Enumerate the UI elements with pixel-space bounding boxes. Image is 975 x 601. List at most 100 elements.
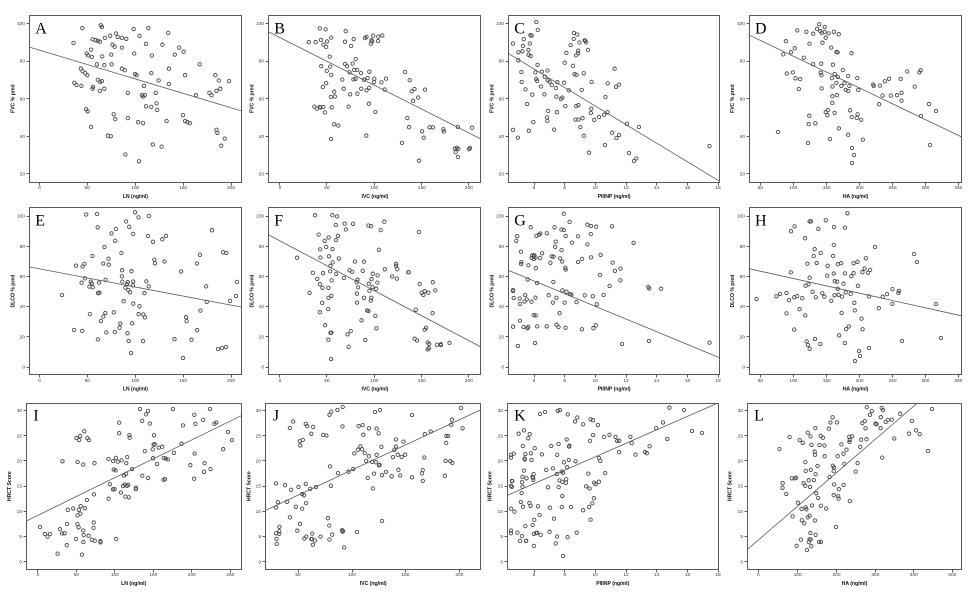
svg-text:PIIINP (ng/ml): PIIINP (ng/ml) — [598, 387, 631, 393]
svg-text:20: 20 — [498, 459, 504, 465]
svg-text:B: B — [274, 20, 285, 37]
svg-text:15: 15 — [498, 484, 504, 490]
svg-text:LN (ng/ml): LN (ng/ml) — [123, 387, 148, 393]
svg-text:100: 100 — [348, 572, 356, 578]
svg-text:100: 100 — [131, 185, 139, 191]
svg-text:FVC % pred: FVC % pred — [249, 84, 255, 113]
svg-text:FVC % pred: FVC % pred — [489, 84, 495, 113]
svg-text:20: 20 — [256, 459, 262, 465]
svg-text:HA (ng/ml): HA (ng/ml) — [842, 581, 868, 587]
svg-text:200: 200 — [465, 378, 473, 384]
svg-text:LN (ng/ml): LN (ng/ml) — [121, 581, 146, 587]
svg-text:HA (ng/ml): HA (ng/ml) — [843, 194, 869, 200]
svg-text:FVC % pred: FVC % pred — [730, 84, 736, 113]
svg-text:150: 150 — [418, 378, 426, 384]
svg-text:18: 18 — [715, 185, 721, 191]
svg-text:E: E — [35, 212, 45, 229]
svg-text:50: 50 — [74, 572, 80, 578]
svg-text:40: 40 — [740, 304, 746, 310]
svg-text:60: 60 — [740, 96, 746, 102]
svg-text:16: 16 — [685, 378, 691, 384]
svg-text:0: 0 — [501, 365, 504, 371]
svg-text:HRCT Score: HRCT Score — [728, 471, 734, 501]
svg-text:0: 0 — [757, 572, 760, 578]
svg-text:16: 16 — [685, 185, 691, 191]
svg-text:40: 40 — [499, 134, 505, 140]
svg-text:18: 18 — [715, 378, 721, 384]
svg-text:14: 14 — [654, 378, 660, 384]
svg-text:150: 150 — [401, 572, 409, 578]
svg-text:250: 250 — [888, 378, 896, 384]
svg-text:10: 10 — [17, 509, 23, 515]
svg-text:5: 5 — [19, 534, 22, 540]
svg-text:DLCO % pred: DLCO % pred — [489, 275, 495, 308]
svg-text:J: J — [273, 407, 279, 424]
svg-text:100: 100 — [794, 572, 802, 578]
svg-text:F: F — [274, 212, 283, 229]
svg-text:L: L — [754, 407, 764, 424]
svg-text:60: 60 — [499, 274, 505, 280]
svg-text:50: 50 — [85, 185, 91, 191]
svg-text:K: K — [514, 407, 526, 424]
svg-text:20: 20 — [20, 171, 26, 177]
svg-text:40: 40 — [259, 304, 265, 310]
svg-text:80: 80 — [259, 244, 265, 250]
svg-text:0: 0 — [742, 365, 745, 371]
svg-text:100: 100 — [737, 214, 745, 220]
svg-text:A: A — [35, 20, 47, 37]
svg-text:DLCO % pred: DLCO % pred — [249, 275, 255, 308]
svg-text:60: 60 — [259, 96, 265, 102]
svg-text:I: I — [33, 407, 38, 424]
svg-text:100: 100 — [17, 214, 25, 220]
svg-text:20: 20 — [259, 171, 265, 177]
svg-text:25: 25 — [256, 433, 262, 439]
svg-text:150: 150 — [823, 185, 831, 191]
svg-text:HRCT Score: HRCT Score — [488, 471, 494, 501]
svg-text:80: 80 — [499, 59, 505, 65]
svg-text:30: 30 — [498, 408, 504, 414]
svg-text:40: 40 — [20, 134, 26, 140]
svg-text:100: 100 — [496, 214, 504, 220]
svg-text:0: 0 — [261, 365, 264, 371]
svg-text:100: 100 — [256, 214, 264, 220]
svg-text:20: 20 — [738, 459, 744, 465]
svg-text:200: 200 — [465, 185, 473, 191]
svg-text:20: 20 — [259, 334, 265, 340]
svg-text:G: G — [514, 212, 526, 229]
svg-text:20: 20 — [499, 334, 505, 340]
svg-text:IVC (ng/ml): IVC (ng/ml) — [361, 387, 388, 393]
svg-text:C: C — [514, 20, 525, 37]
svg-text:0: 0 — [500, 559, 503, 565]
svg-text:50: 50 — [324, 185, 330, 191]
svg-text:DLCO % pred: DLCO % pred — [730, 275, 736, 308]
svg-text:10: 10 — [256, 509, 262, 515]
svg-text:80: 80 — [259, 59, 265, 65]
svg-text:100: 100 — [789, 185, 797, 191]
svg-text:100: 100 — [496, 21, 504, 27]
svg-text:80: 80 — [20, 244, 26, 250]
svg-text:20: 20 — [17, 459, 23, 465]
svg-text:5: 5 — [500, 534, 503, 540]
svg-text:60: 60 — [499, 96, 505, 102]
svg-text:150: 150 — [179, 378, 187, 384]
svg-text:14: 14 — [654, 572, 660, 578]
svg-text:150: 150 — [149, 572, 157, 578]
svg-text:50: 50 — [324, 378, 330, 384]
svg-text:10: 10 — [498, 509, 504, 515]
svg-text:60: 60 — [20, 274, 26, 280]
svg-text:40: 40 — [259, 134, 265, 140]
svg-text:25: 25 — [17, 433, 23, 439]
svg-text:100: 100 — [370, 185, 378, 191]
svg-text:8: 8 — [563, 378, 566, 384]
svg-text:HA (ng/ml): HA (ng/ml) — [843, 387, 869, 393]
svg-text:0: 0 — [279, 185, 282, 191]
svg-text:0: 0 — [37, 572, 40, 578]
svg-text:100: 100 — [737, 21, 745, 27]
svg-text:12: 12 — [623, 378, 629, 384]
svg-text:60: 60 — [259, 274, 265, 280]
svg-text:10: 10 — [593, 378, 599, 384]
svg-text:150: 150 — [823, 378, 831, 384]
svg-text:10: 10 — [593, 185, 599, 191]
svg-text:30: 30 — [17, 408, 23, 414]
svg-text:FVC % pred: FVC % pred — [10, 84, 16, 113]
